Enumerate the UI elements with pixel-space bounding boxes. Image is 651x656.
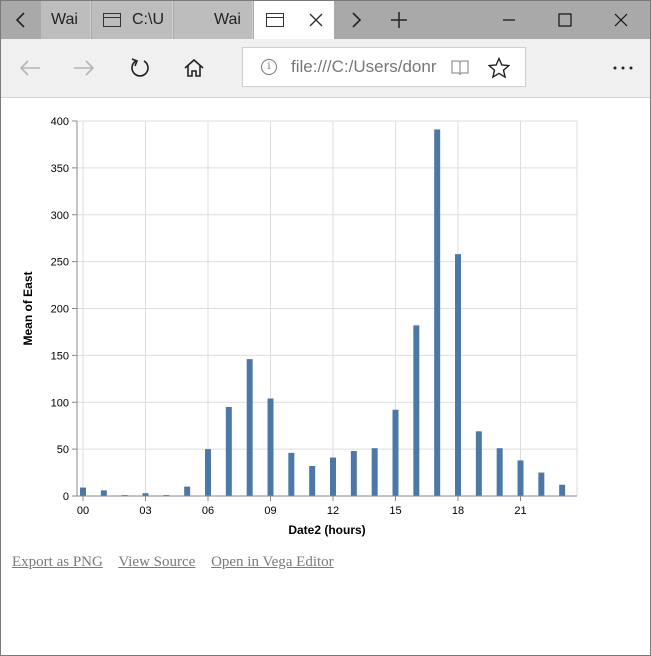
- bar: [434, 129, 441, 496]
- y-tick-label: 50: [57, 444, 69, 456]
- bar: [371, 448, 378, 496]
- home-button[interactable]: [179, 53, 209, 83]
- tab-window-icon: [103, 13, 121, 27]
- refresh-icon: [131, 58, 149, 77]
- bar: [288, 452, 295, 496]
- x-tick-label: 09: [264, 505, 276, 517]
- bar: [184, 486, 191, 496]
- y-tick-label: 100: [51, 397, 69, 409]
- y-axis-title: Mean of East: [21, 271, 35, 345]
- bar: [100, 490, 107, 496]
- x-tick-label: 12: [327, 505, 339, 517]
- close-window-button[interactable]: [593, 1, 649, 39]
- tab-close-icon[interactable]: [309, 13, 323, 27]
- y-tick-label: 300: [51, 210, 69, 222]
- x-tick-label: 00: [77, 505, 89, 517]
- minimize-icon: [503, 19, 515, 21]
- home-icon: [184, 58, 204, 77]
- y-tick-label: 150: [51, 350, 69, 362]
- chevron-right-icon: [352, 12, 362, 28]
- address-bar[interactable]: i file:///C:/Users/donr: [242, 47, 526, 87]
- favorite-button[interactable]: [484, 53, 514, 83]
- x-tick-label: 15: [389, 505, 401, 517]
- new-tab-button[interactable]: [381, 1, 417, 39]
- refresh-button[interactable]: [125, 53, 155, 83]
- bar: [142, 493, 149, 496]
- tab-scroll-right-button[interactable]: [339, 1, 373, 39]
- bar: [330, 457, 336, 496]
- arrow-right-icon: [74, 60, 95, 76]
- arrow-left-icon: [19, 60, 40, 76]
- tab-2[interactable]: C:\U: [92, 1, 173, 39]
- x-tick-label: 21: [514, 505, 526, 517]
- y-tick-label: 200: [51, 304, 69, 316]
- y-tick-label: 350: [51, 163, 69, 175]
- bar: [205, 449, 211, 496]
- bar: [80, 487, 86, 496]
- x-tick-label: 03: [139, 505, 151, 517]
- y-tick-label: 0: [63, 491, 69, 503]
- x-tick-label: 18: [452, 505, 464, 517]
- tab-scroll-left-button[interactable]: [1, 1, 41, 39]
- star-icon: [488, 57, 510, 79]
- bar: [475, 431, 482, 496]
- more-dots-icon: [613, 66, 633, 70]
- chevron-left-icon: [15, 12, 25, 28]
- bar: [309, 466, 316, 496]
- vega-actions: Export as PNG View Source Open in Vega E…: [12, 554, 346, 571]
- bar: [267, 398, 274, 496]
- minimize-button[interactable]: [481, 1, 537, 39]
- tab-1[interactable]: Wai: [41, 1, 91, 39]
- tab-window-icon: [266, 13, 284, 27]
- export-png-link[interactable]: Export as PNG: [12, 554, 103, 570]
- bar: [559, 484, 566, 496]
- bar: [246, 359, 253, 496]
- bar: [413, 325, 420, 496]
- bar: [517, 460, 524, 496]
- x-axis-title: Date2 (hours): [288, 523, 365, 537]
- y-tick-label: 400: [51, 116, 69, 128]
- maximize-icon: [558, 13, 572, 27]
- y-tick-label: 250: [51, 257, 69, 269]
- tab-3[interactable]: Wai: [174, 1, 253, 39]
- navigation-toolbar: i file:///C:/Users/donr: [1, 39, 650, 98]
- view-source-link[interactable]: View Source: [118, 554, 196, 570]
- page-content: 0 50 100 150 200 250 300 350 400 00 03 06 09 12 15 18 21…: [1, 98, 650, 655]
- open-editor-link[interactable]: Open in Vega Editor: [211, 554, 334, 570]
- bar-chart: 0 50 100 150 200 250 300 350 400 00 03 06 09 12 15 18 21…: [21, 116, 578, 537]
- bar: [392, 409, 399, 496]
- info-icon[interactable]: i: [261, 59, 277, 75]
- bar: [496, 448, 503, 496]
- reading-view-icon[interactable]: [450, 59, 470, 77]
- maximize-button[interactable]: [537, 1, 593, 39]
- bar: [455, 254, 461, 496]
- plus-icon: [391, 12, 407, 28]
- tab-strip: Wai C:\U Wai: [1, 1, 650, 39]
- bar: [225, 406, 232, 496]
- forward-button[interactable]: [69, 53, 99, 83]
- bar: [350, 451, 357, 496]
- tab-1-label: Wai: [51, 11, 78, 28]
- x-tick-label: 06: [202, 505, 214, 517]
- back-button[interactable]: [15, 53, 45, 83]
- address-url: file:///C:/Users/donr: [291, 57, 437, 76]
- tab-2-label: C:\U: [132, 11, 164, 28]
- tab-3-label: Wai: [214, 11, 241, 28]
- tab-4-active[interactable]: [254, 1, 334, 39]
- more-menu-button[interactable]: [608, 53, 638, 83]
- close-icon: [614, 13, 628, 27]
- bar: [538, 472, 545, 496]
